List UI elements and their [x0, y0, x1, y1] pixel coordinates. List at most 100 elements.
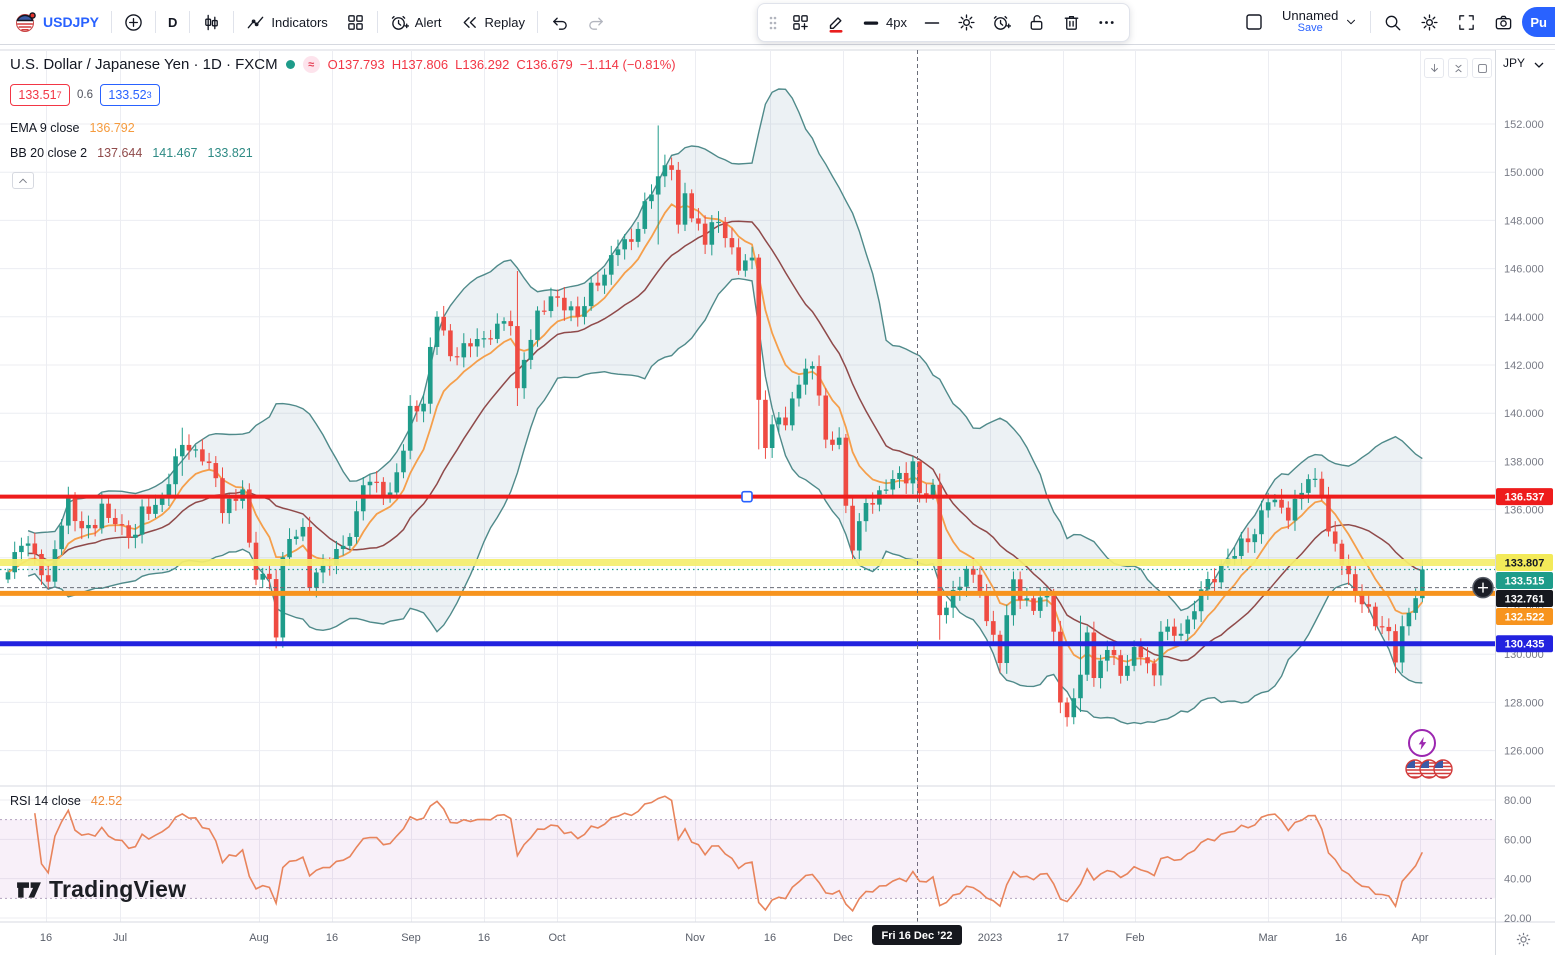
line-style-button[interactable] [916, 7, 948, 39]
redo-icon [589, 17, 603, 30]
svg-text:Sep: Sep [401, 932, 421, 944]
drawing-alert-button[interactable] [985, 7, 1018, 39]
bid-price-sup: 7 [56, 89, 62, 100]
divider [233, 11, 235, 33]
svg-text:16: 16 [478, 932, 490, 944]
chart-container[interactable]: 152.000 150.000 148.000 146.000 144.000 142.0… [0, 45, 1555, 955]
divider [155, 11, 157, 33]
bb-lower-line [27, 277, 1423, 725]
delete-drawing-button[interactable] [1055, 7, 1088, 39]
symbol-title[interactable]: U.S. Dollar / Japanese Yen · 1D · FXCM [10, 56, 278, 73]
gear-icon [1516, 932, 1530, 946]
gear-icon [1421, 13, 1438, 31]
svg-text:126.000: 126.000 [1504, 746, 1544, 758]
symbol-name: USDJPY [43, 14, 100, 30]
svg-text:Oct: Oct [548, 932, 565, 944]
scroll-to-realtime-button[interactable] [1424, 58, 1444, 78]
pane-action-buttons [1424, 58, 1492, 78]
legend-collapse-button[interactable] [12, 172, 34, 189]
indicator-templates-button[interactable] [337, 4, 374, 40]
buy-button[interactable]: 133.52 3 [100, 84, 160, 106]
layout-panel-button[interactable] [1235, 4, 1273, 40]
bb-label: BB 20 close 2 [10, 146, 88, 160]
line-color-button[interactable] [819, 7, 853, 39]
candlestick-series [5, 125, 1425, 727]
svg-text:16: 16 [1335, 932, 1347, 944]
search-button[interactable] [1374, 4, 1411, 40]
indicators-icon [248, 16, 264, 28]
svg-text:133.807: 133.807 [1505, 557, 1545, 569]
line-selection-handle[interactable] [741, 490, 753, 503]
market-status-dot-icon [285, 60, 295, 69]
watermark-text: TradingView [49, 876, 187, 902]
price-badge-132.522 [1496, 607, 1553, 625]
close-value: C136.679 [516, 57, 573, 72]
undo-icon [553, 17, 567, 30]
svg-text:40.00: 40.00 [1504, 874, 1532, 886]
change-value: −1.114 (−0.81%) [579, 57, 676, 72]
svg-text:16: 16 [326, 932, 338, 944]
bb-upper-value: 141.467 [152, 146, 198, 160]
interval-button[interactable]: D [159, 4, 186, 40]
drag-handle[interactable] [764, 14, 782, 32]
rsi-band-fill [0, 819, 1495, 899]
related-symbols-widget[interactable] [1404, 757, 1456, 786]
chart-legend: U.S. Dollar / Japanese Yen · 1D · FXCM ≈… [10, 56, 676, 73]
svg-text:136.537: 136.537 [1505, 492, 1545, 504]
svg-text:2023: 2023 [978, 932, 1002, 944]
bb-legend-row[interactable]: BB 20 close 2 137.644 141.467 133.821 [10, 146, 253, 160]
collapse-icon [1454, 64, 1462, 72]
svg-text:130.435: 130.435 [1505, 639, 1545, 651]
add-symbol-button[interactable] [115, 4, 152, 40]
bb-basis-value: 137.644 [97, 146, 143, 160]
symbol-button[interactable]: USDJPY [6, 4, 108, 40]
search-icon [1386, 15, 1401, 30]
more-options-button[interactable] [1090, 7, 1123, 39]
chart-canvas[interactable]: 152.000 150.000 148.000 146.000 144.000 142.0… [0, 45, 1555, 955]
flag-coins-icon [1405, 759, 1453, 779]
publish-button[interactable]: Pu [1522, 7, 1555, 37]
add-order-plus-button[interactable] [1472, 576, 1494, 599]
axis-currency-label: JPY [1503, 56, 1525, 70]
lock-button[interactable] [1020, 7, 1053, 39]
ohlc-values: O137.793 H137.806 L136.292 C136.679 −1.1… [328, 57, 676, 72]
ellipsis-icon [1099, 21, 1114, 24]
time-axis[interactable] [0, 922, 1555, 955]
lightning-icon [1418, 736, 1426, 750]
ema-legend-row[interactable]: EMA 9 close 136.792 [10, 121, 135, 135]
svg-text:20.00: 20.00 [1504, 913, 1532, 925]
svg-text:60.00: 60.00 [1504, 834, 1532, 846]
technicals-widget-button[interactable] [1408, 729, 1436, 757]
line-width-label: 4px [886, 15, 907, 30]
fullscreen-button[interactable] [1448, 4, 1485, 40]
alert-button[interactable]: Alert [381, 4, 451, 40]
divider [376, 11, 378, 33]
undo-button[interactable] [541, 4, 578, 40]
indicators-button[interactable]: Indicators [237, 4, 336, 40]
template-button[interactable] [784, 7, 817, 39]
timezone-settings-button[interactable] [1510, 926, 1536, 952]
svg-text:Jul: Jul [113, 932, 127, 944]
layout-name-button[interactable]: Unnamed Save [1273, 4, 1367, 40]
collapse-pane-button[interactable] [1448, 58, 1468, 78]
svg-text:Aug: Aug [249, 932, 269, 944]
drawing-settings-button[interactable] [950, 7, 983, 39]
snapshot-button[interactable] [1485, 4, 1522, 40]
grid-layout-icon [347, 14, 363, 30]
alarm-clock-plus-icon [391, 15, 409, 30]
ema-value: 136.792 [89, 121, 135, 135]
ask-price-sup: 3 [146, 89, 152, 100]
line-width-button[interactable]: 4px [855, 7, 914, 39]
chart-style-button[interactable] [193, 4, 230, 40]
rsi-legend-row[interactable]: RSI 14 close 42.52 [10, 794, 122, 808]
redo-button[interactable] [578, 4, 615, 40]
save-button[interactable]: Save [1297, 22, 1323, 35]
settings-button[interactable] [1411, 4, 1448, 40]
arrow-down-icon [1430, 63, 1438, 72]
replay-button[interactable]: Replay [451, 4, 534, 40]
price-badge-130.435 [1496, 635, 1553, 653]
maximize-pane-button[interactable] [1472, 58, 1492, 78]
sell-button[interactable]: 133.51 7 [10, 84, 70, 106]
crosshair-time-badge [872, 925, 962, 945]
